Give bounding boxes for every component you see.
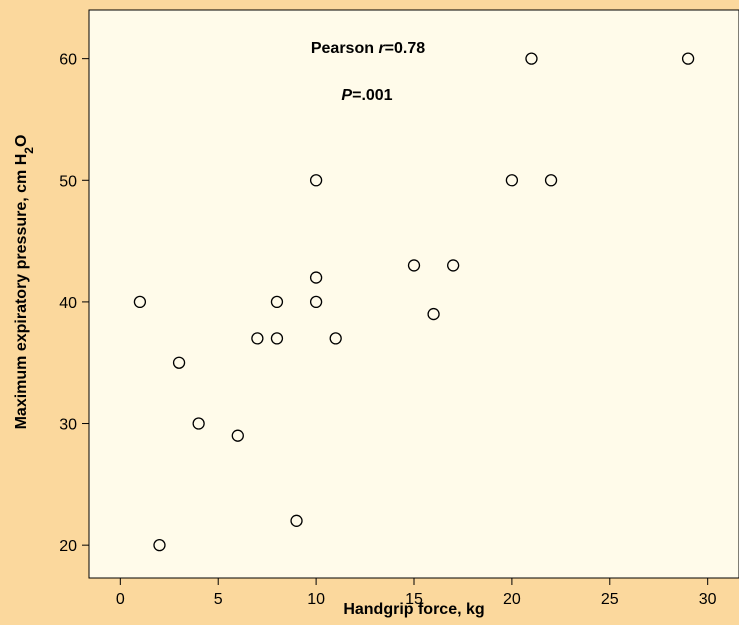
data-point — [192, 417, 205, 430]
data-point — [251, 332, 264, 345]
data-point — [309, 174, 323, 187]
data-point — [172, 356, 186, 369]
data-point — [270, 295, 284, 309]
x-tick-label: 15 — [405, 591, 423, 608]
data-point — [153, 539, 166, 552]
x-tick-label: 30 — [699, 591, 717, 608]
data-point — [270, 332, 284, 345]
y-tick-label: 60 — [59, 52, 77, 69]
pearson-annotation: Pearson r=0.78 — [311, 40, 425, 57]
data-point — [681, 52, 695, 65]
x-tick-label: 0 — [116, 591, 125, 608]
data-point — [231, 429, 244, 442]
p-value-annotation: P=.001 — [341, 87, 392, 104]
data-points — [133, 52, 695, 552]
data-point — [427, 307, 440, 321]
x-tick-label: 20 — [503, 591, 521, 608]
y-tick-label: 40 — [59, 295, 77, 312]
x-axis: 0 5 10 15 20 25 30 — [116, 578, 717, 608]
data-point — [544, 174, 558, 187]
x-tick-label: 25 — [601, 591, 619, 608]
y-axis-title: Maximum expiratory pressure, cm H2O — [13, 135, 36, 430]
x-axis-title: Handgrip force, kg — [343, 601, 484, 618]
data-point — [525, 52, 538, 65]
data-point — [447, 259, 460, 272]
data-point — [407, 259, 421, 272]
data-point — [290, 514, 303, 527]
data-point — [505, 174, 519, 187]
data-point — [329, 332, 342, 345]
data-point — [309, 271, 323, 284]
y-tick-label: 50 — [59, 173, 77, 190]
x-tick-label: 5 — [214, 591, 223, 608]
data-point — [133, 295, 147, 309]
x-tick-label: 10 — [307, 591, 325, 608]
data-point — [309, 295, 323, 309]
y-axis: 20 30 40 50 60 — [59, 52, 89, 555]
y-tick-label: 20 — [59, 538, 77, 555]
plot-area — [88, 9, 739, 579]
y-tick-label: 30 — [59, 417, 77, 434]
